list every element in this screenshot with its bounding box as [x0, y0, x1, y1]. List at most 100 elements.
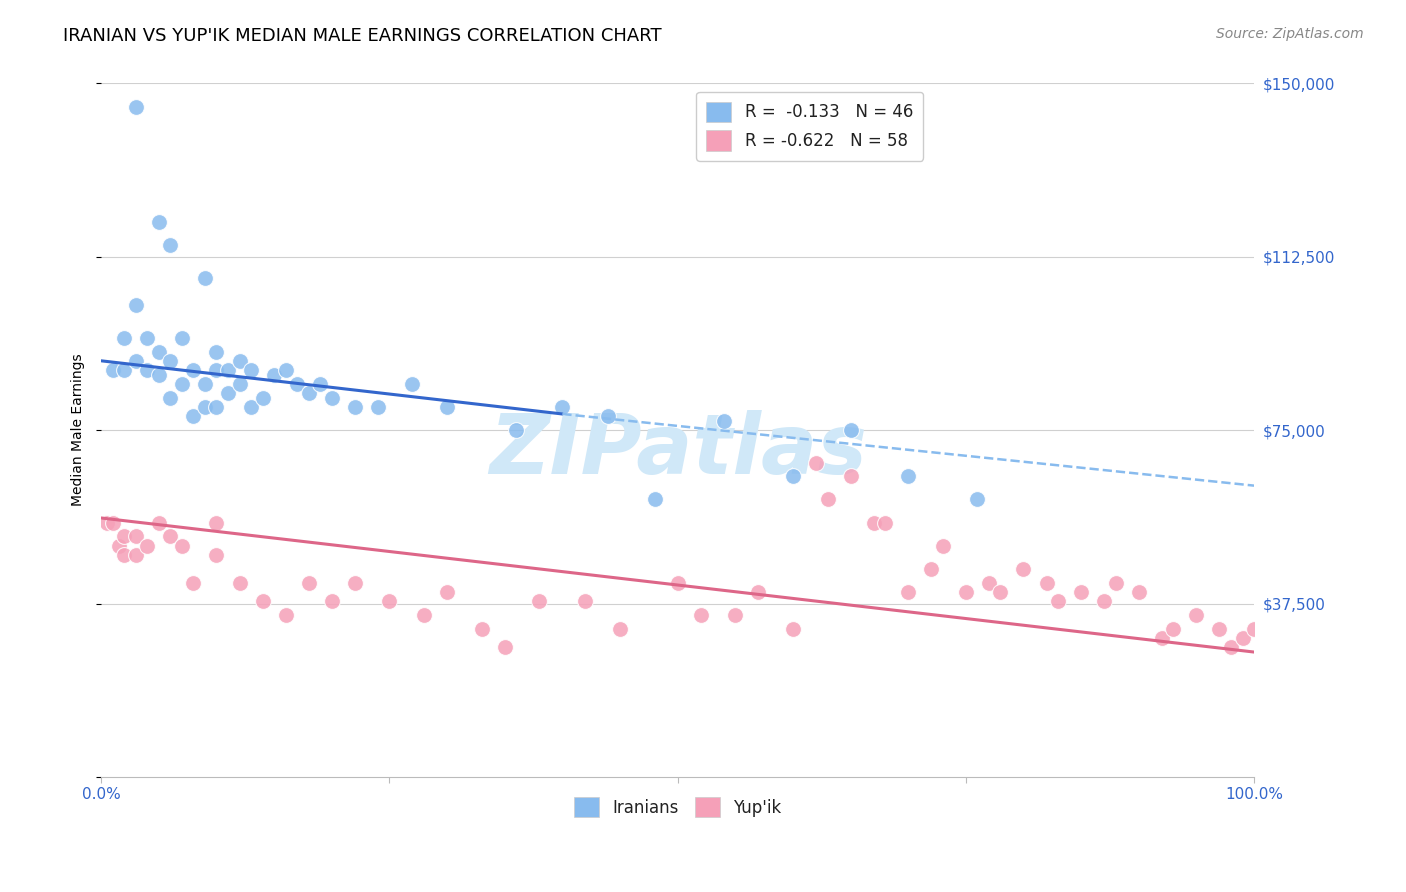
- Point: [321, 594, 343, 608]
- Y-axis label: Median Male Earnings: Median Male Earnings: [72, 354, 86, 507]
- Point: [159, 238, 181, 252]
- Point: [125, 298, 148, 312]
- Point: [1128, 585, 1150, 599]
- Point: [897, 469, 920, 483]
- Point: [170, 539, 193, 553]
- Point: [644, 492, 666, 507]
- Point: [747, 585, 769, 599]
- Point: [159, 391, 181, 405]
- Point: [609, 622, 631, 636]
- Point: [205, 516, 228, 530]
- Point: [1092, 594, 1115, 608]
- Point: [990, 585, 1012, 599]
- Point: [1105, 575, 1128, 590]
- Point: [205, 548, 228, 562]
- Point: [170, 331, 193, 345]
- Legend: Iranians, Yup'ik: Iranians, Yup'ik: [567, 790, 789, 824]
- Point: [298, 575, 321, 590]
- Point: [875, 516, 897, 530]
- Point: [159, 529, 181, 543]
- Point: [713, 414, 735, 428]
- Point: [228, 376, 250, 391]
- Point: [689, 608, 711, 623]
- Point: [148, 516, 170, 530]
- Point: [932, 539, 955, 553]
- Point: [1035, 575, 1057, 590]
- Point: [378, 594, 401, 608]
- Point: [321, 391, 343, 405]
- Point: [252, 594, 274, 608]
- Point: [598, 409, 620, 424]
- Point: [112, 548, 135, 562]
- Point: [217, 386, 239, 401]
- Point: [436, 400, 458, 414]
- Point: [125, 99, 148, 113]
- Point: [240, 400, 263, 414]
- Point: [148, 368, 170, 382]
- Point: [148, 215, 170, 229]
- Point: [494, 640, 516, 655]
- Point: [862, 516, 884, 530]
- Point: [782, 469, 804, 483]
- Point: [1150, 631, 1173, 645]
- Point: [228, 353, 250, 368]
- Point: [551, 400, 574, 414]
- Point: [136, 363, 159, 377]
- Point: [920, 562, 942, 576]
- Point: [955, 585, 977, 599]
- Point: [194, 400, 217, 414]
- Point: [1012, 562, 1035, 576]
- Point: [183, 363, 205, 377]
- Point: [112, 331, 135, 345]
- Point: [136, 539, 159, 553]
- Point: [367, 400, 389, 414]
- Point: [401, 376, 423, 391]
- Point: [125, 529, 148, 543]
- Point: [205, 344, 228, 359]
- Point: [343, 575, 366, 590]
- Point: [183, 409, 205, 424]
- Point: [96, 516, 118, 530]
- Point: [343, 400, 366, 414]
- Point: [897, 585, 920, 599]
- Point: [839, 469, 862, 483]
- Point: [274, 363, 297, 377]
- Point: [1232, 631, 1254, 645]
- Point: [170, 376, 193, 391]
- Point: [285, 376, 308, 391]
- Point: [1163, 622, 1185, 636]
- Point: [574, 594, 596, 608]
- Point: [194, 270, 217, 285]
- Point: [125, 548, 148, 562]
- Point: [505, 423, 527, 437]
- Point: [252, 391, 274, 405]
- Point: [529, 594, 551, 608]
- Point: [436, 585, 458, 599]
- Point: [666, 575, 689, 590]
- Text: IRANIAN VS YUP'IK MEDIAN MALE EARNINGS CORRELATION CHART: IRANIAN VS YUP'IK MEDIAN MALE EARNINGS C…: [63, 27, 662, 45]
- Point: [782, 622, 804, 636]
- Point: [112, 529, 135, 543]
- Point: [183, 575, 205, 590]
- Point: [471, 622, 494, 636]
- Point: [309, 376, 332, 391]
- Point: [413, 608, 436, 623]
- Point: [1243, 622, 1265, 636]
- Point: [205, 363, 228, 377]
- Point: [107, 539, 129, 553]
- Point: [1047, 594, 1070, 608]
- Text: Source: ZipAtlas.com: Source: ZipAtlas.com: [1216, 27, 1364, 41]
- Point: [136, 331, 159, 345]
- Point: [240, 363, 263, 377]
- Point: [724, 608, 747, 623]
- Point: [1220, 640, 1243, 655]
- Point: [1185, 608, 1208, 623]
- Point: [977, 575, 1000, 590]
- Point: [101, 363, 124, 377]
- Point: [112, 363, 135, 377]
- Point: [101, 516, 124, 530]
- Point: [148, 344, 170, 359]
- Point: [966, 492, 988, 507]
- Text: ZIPatlas: ZIPatlas: [489, 410, 866, 491]
- Point: [839, 423, 862, 437]
